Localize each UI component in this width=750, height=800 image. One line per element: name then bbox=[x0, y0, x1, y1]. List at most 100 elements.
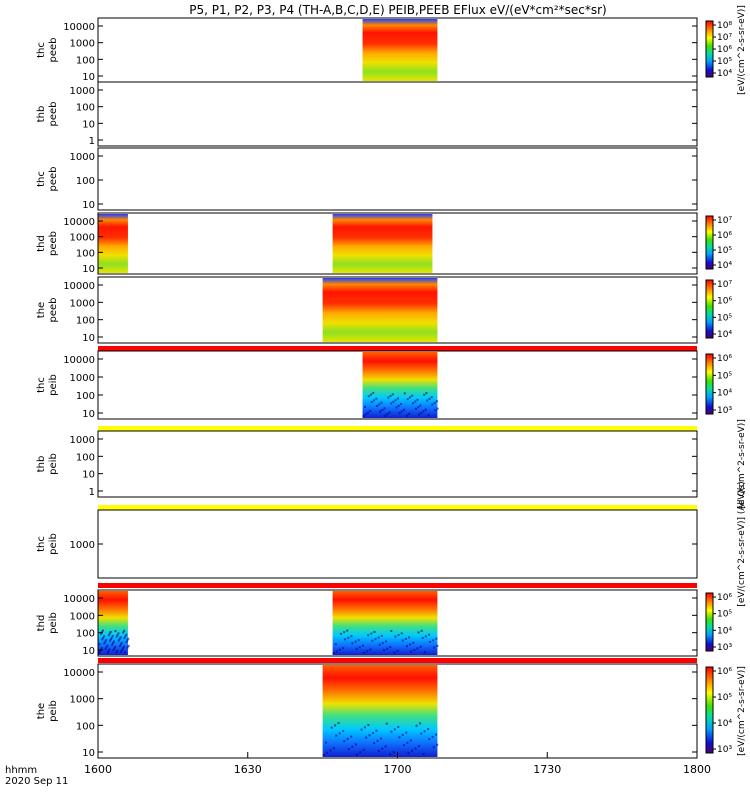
noise-speck bbox=[357, 639, 360, 642]
noise-speck bbox=[105, 639, 108, 642]
noise-speck bbox=[373, 742, 376, 745]
noise-speck bbox=[109, 638, 112, 641]
noise-speck bbox=[362, 415, 365, 417]
y-tick-label: 10 bbox=[82, 646, 95, 657]
panel-the-peib: 10 100 1000 10000 the peib bbox=[36, 663, 698, 759]
noise-speck bbox=[394, 399, 397, 402]
y-tick-label: 10000 bbox=[63, 22, 95, 33]
y-tick-label: 100 bbox=[76, 452, 95, 463]
noise-speck bbox=[351, 642, 354, 645]
y-tick-label: 1000 bbox=[70, 435, 95, 446]
noise-speck bbox=[432, 639, 435, 642]
status-bar-yellow bbox=[98, 505, 697, 510]
noise-speck bbox=[402, 744, 405, 747]
noise-speck bbox=[326, 751, 329, 754]
noise-speck bbox=[368, 734, 371, 737]
noise-speck bbox=[414, 400, 417, 403]
noise-speck bbox=[384, 414, 387, 417]
noise-speck bbox=[413, 648, 416, 651]
noise-speck bbox=[355, 753, 358, 756]
noise-speck bbox=[378, 403, 381, 406]
x-tick-label: 1800 bbox=[683, 763, 711, 776]
noise-speck bbox=[108, 648, 111, 651]
noise-speck bbox=[111, 634, 114, 637]
colorbar-tick-label: 10⁴ bbox=[717, 389, 732, 399]
noise-speck bbox=[98, 643, 101, 646]
noise-speck bbox=[367, 411, 370, 414]
y-tick-label: 1000 bbox=[70, 39, 95, 50]
noise-speck bbox=[367, 634, 370, 637]
noise-speck bbox=[102, 636, 105, 639]
y-label-probe: thc bbox=[36, 42, 47, 58]
status-bar-red bbox=[98, 658, 697, 663]
colorbar-tick-label: 10⁵ bbox=[717, 371, 732, 381]
noise-speck bbox=[367, 395, 370, 398]
noise-speck bbox=[339, 632, 342, 635]
noise-speck bbox=[389, 645, 392, 648]
noise-speck bbox=[125, 640, 128, 643]
y-tick-label: 1 bbox=[89, 487, 95, 498]
noise-speck bbox=[411, 402, 414, 405]
x-tick-label: 1600 bbox=[84, 763, 112, 776]
noise-speck bbox=[371, 731, 374, 734]
noise-speck bbox=[390, 730, 393, 733]
noise-speck bbox=[431, 403, 434, 406]
noise-speck bbox=[373, 630, 376, 633]
colorbar-tick-label: 10⁵ bbox=[717, 610, 732, 620]
noise-speck bbox=[104, 647, 107, 650]
noise-speck bbox=[414, 407, 417, 410]
noise-speck bbox=[125, 633, 128, 636]
noise-speck bbox=[384, 745, 387, 748]
y-tick-label: 10 bbox=[82, 409, 95, 420]
noise-speck bbox=[420, 411, 423, 414]
noise-speck bbox=[380, 634, 383, 637]
colorbar-label: [eV/(cm^2-s-sr-eV)] bbox=[737, 419, 747, 509]
noise-speck bbox=[98, 650, 101, 653]
noise-speck bbox=[363, 651, 366, 654]
colorbar bbox=[705, 592, 714, 652]
noise-speck bbox=[367, 724, 370, 727]
colorbar-label: [eV/(cm^2-s-sr-eV)] (All Qs) bbox=[737, 481, 747, 606]
noise-speck bbox=[123, 636, 126, 639]
noise-speck bbox=[430, 396, 433, 399]
y-tick-label: 10000 bbox=[63, 217, 95, 228]
noise-speck bbox=[405, 414, 408, 417]
noise-speck bbox=[385, 640, 388, 643]
y-label-product: peeb bbox=[48, 231, 59, 256]
noise-speck bbox=[350, 635, 353, 638]
noise-speck bbox=[369, 410, 372, 413]
noise-speck bbox=[101, 629, 104, 632]
y-tick-label: 10000 bbox=[63, 355, 95, 366]
colorbar-tick-label: 10³ bbox=[717, 643, 732, 653]
noise-speck bbox=[389, 753, 392, 756]
noise-speck bbox=[425, 392, 428, 395]
spectrogram-block-1 bbox=[332, 214, 433, 273]
noise-speck bbox=[407, 752, 410, 755]
noise-speck bbox=[414, 747, 417, 750]
noise-speck bbox=[114, 630, 117, 633]
colorbar-tick-label: 10⁵ bbox=[717, 313, 732, 323]
noise-speck bbox=[343, 631, 346, 634]
noise-speck bbox=[390, 630, 393, 633]
noise-speck bbox=[335, 650, 338, 653]
noise-speck bbox=[121, 647, 124, 650]
noise-speck bbox=[423, 651, 426, 654]
noise-speck bbox=[124, 635, 127, 638]
noise-speck bbox=[122, 631, 125, 634]
noise-speck bbox=[436, 644, 439, 647]
noise-speck bbox=[396, 649, 399, 652]
noise-speck bbox=[362, 749, 365, 752]
noise-speck bbox=[363, 726, 366, 729]
noise-speck bbox=[417, 406, 420, 409]
noise-speck bbox=[374, 638, 377, 641]
y-tick-label: 100 bbox=[76, 316, 95, 327]
noise-speck bbox=[127, 637, 130, 640]
noise-speck bbox=[354, 640, 357, 643]
noise-speck bbox=[105, 646, 108, 649]
noise-speck bbox=[347, 748, 350, 751]
noise-speck bbox=[385, 722, 388, 725]
noise-speck bbox=[431, 735, 434, 738]
noise-speck bbox=[370, 400, 373, 403]
figure-title: P5, P1, P2, P3, P4 (TH-A,B,C,D,E) PEIB,P… bbox=[189, 3, 606, 17]
panel-thd-peib: 10 100 1000 10000 thd peib bbox=[36, 589, 698, 657]
